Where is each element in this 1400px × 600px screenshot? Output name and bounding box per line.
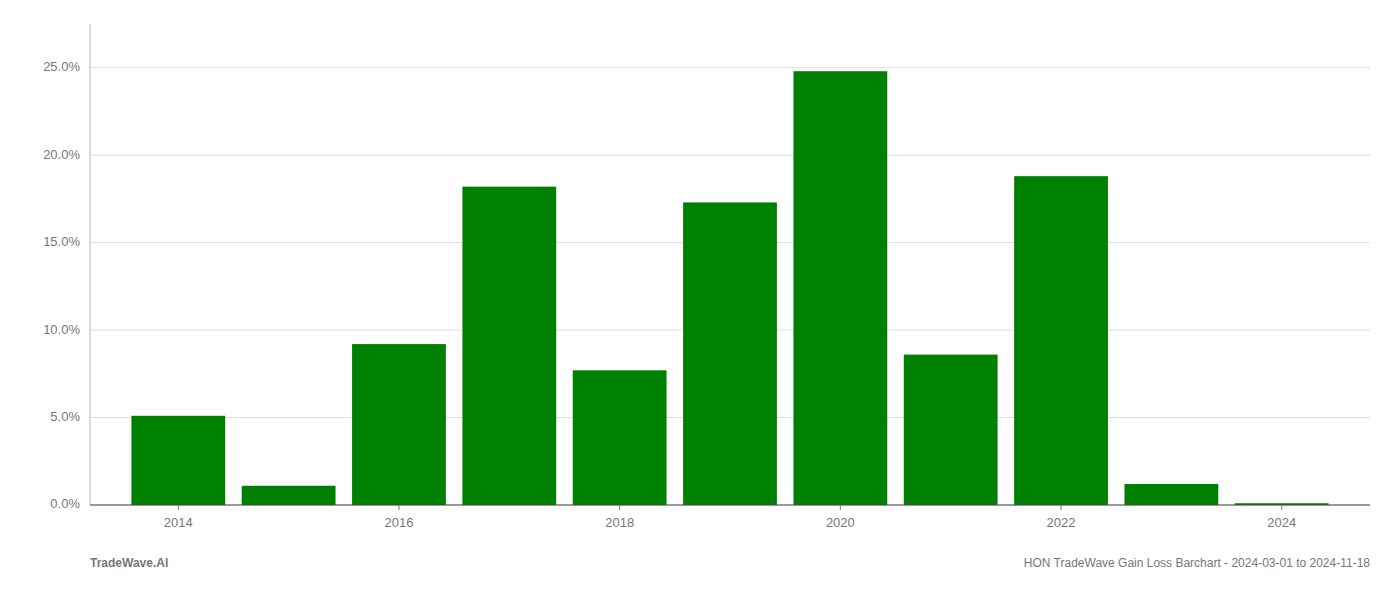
x-tick-label: 2016 bbox=[385, 515, 414, 530]
grid-line bbox=[90, 505, 1370, 506]
grid-line bbox=[90, 155, 1370, 156]
x-tick bbox=[178, 505, 179, 510]
y-tick-label: 5.0% bbox=[50, 409, 80, 424]
x-tick-label: 2020 bbox=[826, 515, 855, 530]
footer-left: TradeWave.AI bbox=[90, 556, 168, 570]
bar bbox=[904, 355, 998, 505]
bar bbox=[462, 187, 556, 505]
x-tick-label: 2014 bbox=[164, 515, 193, 530]
y-axis: 0.0% 5.0% 10.0% 15.0% 20.0% 25.0% bbox=[43, 24, 90, 511]
bar bbox=[793, 71, 887, 505]
x-tick bbox=[840, 505, 841, 510]
bar bbox=[242, 486, 336, 505]
x-tick bbox=[1281, 505, 1282, 510]
x-tick bbox=[1061, 505, 1062, 510]
y-tick-label: 25.0% bbox=[43, 59, 80, 74]
bar bbox=[131, 416, 225, 505]
bar bbox=[1124, 484, 1218, 505]
bar bbox=[1014, 176, 1108, 505]
y-axis-line bbox=[90, 24, 91, 505]
y-tick-label: 15.0% bbox=[43, 234, 80, 249]
y-tick-label: 20.0% bbox=[43, 147, 80, 162]
x-tick-label: 2022 bbox=[1047, 515, 1076, 530]
bar bbox=[683, 202, 777, 505]
footer-right: HON TradeWave Gain Loss Barchart - 2024-… bbox=[1024, 556, 1371, 570]
x-tick bbox=[398, 505, 399, 510]
bars bbox=[131, 71, 1328, 505]
x-axis: 2014 2016 2018 2020 2022 2024 bbox=[90, 505, 1370, 530]
x-tick-label: 2018 bbox=[605, 515, 634, 530]
x-tick bbox=[619, 505, 620, 510]
grid-line bbox=[90, 67, 1370, 68]
bar bbox=[573, 370, 667, 505]
x-tick-label: 2024 bbox=[1267, 515, 1296, 530]
bar bbox=[352, 344, 446, 505]
y-tick-label: 10.0% bbox=[43, 322, 80, 337]
chart: 0.0% 5.0% 10.0% 15.0% 20.0% 25.0% 2014 2016 2018… bbox=[0, 0, 1400, 600]
y-tick-label: 0.0% bbox=[50, 496, 80, 511]
grid bbox=[90, 68, 1370, 505]
x-axis-line bbox=[90, 504, 1370, 505]
